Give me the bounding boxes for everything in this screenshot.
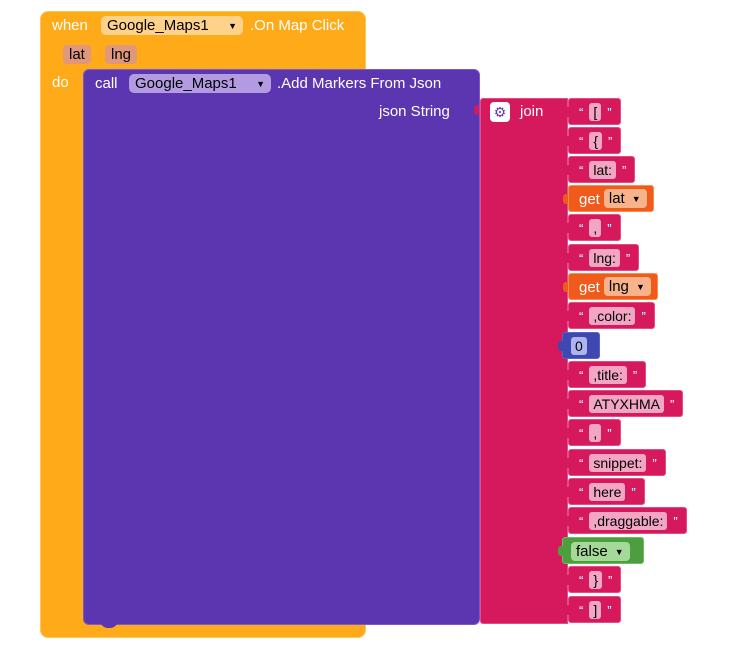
text-block[interactable]: “[” [565,98,621,125]
json-string-socket-label: json String [379,103,450,120]
text-block[interactable]: “,color:” [565,302,655,329]
text-literal[interactable]: ] [589,601,602,619]
get-variable-block[interactable]: get lat ▼ [563,185,654,212]
param-lat[interactable]: lat [63,45,91,64]
call-block-notch [100,620,118,628]
variable-name: lng [608,278,629,295]
text-literal[interactable]: lat: [589,161,617,179]
event-name: .On Map Click [250,17,345,34]
chevron-down-icon: ▼ [631,194,641,204]
when-label: when [52,17,88,34]
call-component-label: Google_Maps1 [135,75,237,92]
text-block[interactable]: “,” [565,419,621,446]
text-literal[interactable]: , [589,219,602,237]
text-literal[interactable]: lng: [589,249,620,267]
text-literal[interactable]: ,title: [589,366,627,384]
chevron-down-icon: ▼ [256,79,265,89]
text-block[interactable]: “,draggable:” [565,507,687,534]
text-literal[interactable]: ,draggable: [589,512,668,530]
get-variable-block[interactable]: get lng ▼ [563,273,658,300]
text-block[interactable]: “{” [565,127,622,154]
number-literal[interactable]: 0 [571,337,587,355]
do-label: do [52,74,69,91]
param-lng[interactable]: lng [105,45,138,64]
number-block[interactable]: 0 [558,332,600,359]
text-literal[interactable]: { [589,132,603,150]
text-literal[interactable]: here [589,483,626,501]
text-block[interactable]: “lng:” [565,244,640,271]
chevron-down-icon: ▼ [635,282,645,292]
text-literal[interactable]: } [589,571,603,589]
join-output-plug [474,105,479,115]
text-block[interactable]: “,” [565,214,621,241]
call-block-add-markers-from-json[interactable] [83,69,480,625]
text-literal[interactable]: ,color: [589,307,636,325]
variable-dropdown[interactable]: lng ▼ [603,277,651,296]
boolean-block[interactable]: false ▼ [558,537,644,564]
gear-icon[interactable]: ⚙ [490,102,510,122]
variable-dropdown[interactable]: lat ▼ [603,189,647,208]
chevron-down-icon: ▼ [614,547,624,557]
join-label: join [520,103,544,120]
event-component-dropdown[interactable]: Google_Maps1 ▼ [101,16,243,35]
get-label: get [579,279,600,296]
text-block[interactable]: “,title:” [565,361,647,388]
call-component-dropdown[interactable]: Google_Maps1 ▼ [129,74,271,93]
boolean-dropdown[interactable]: false ▼ [571,542,630,561]
text-literal[interactable]: [ [589,103,602,121]
text-literal[interactable]: snippet: [589,454,647,472]
boolean-value: false [576,543,608,560]
join-block[interactable] [480,98,568,624]
event-component-label: Google_Maps1 [107,17,209,34]
text-block[interactable]: “}” [565,566,622,593]
text-literal[interactable]: , [589,424,602,442]
text-literal[interactable]: ATYXHMA [589,395,664,413]
get-label: get [579,191,600,208]
text-block[interactable]: “here” [565,478,645,505]
text-block[interactable]: “snippet:” [565,449,666,476]
method-name: .Add Markers From Json [277,75,442,92]
text-block[interactable]: “lat:” [565,156,636,183]
text-block[interactable]: “]” [565,596,621,623]
call-label: call [95,75,118,92]
text-block[interactable]: “ATYXHMA” [565,390,684,417]
variable-name: lat [608,190,625,207]
chevron-down-icon: ▼ [228,21,237,31]
